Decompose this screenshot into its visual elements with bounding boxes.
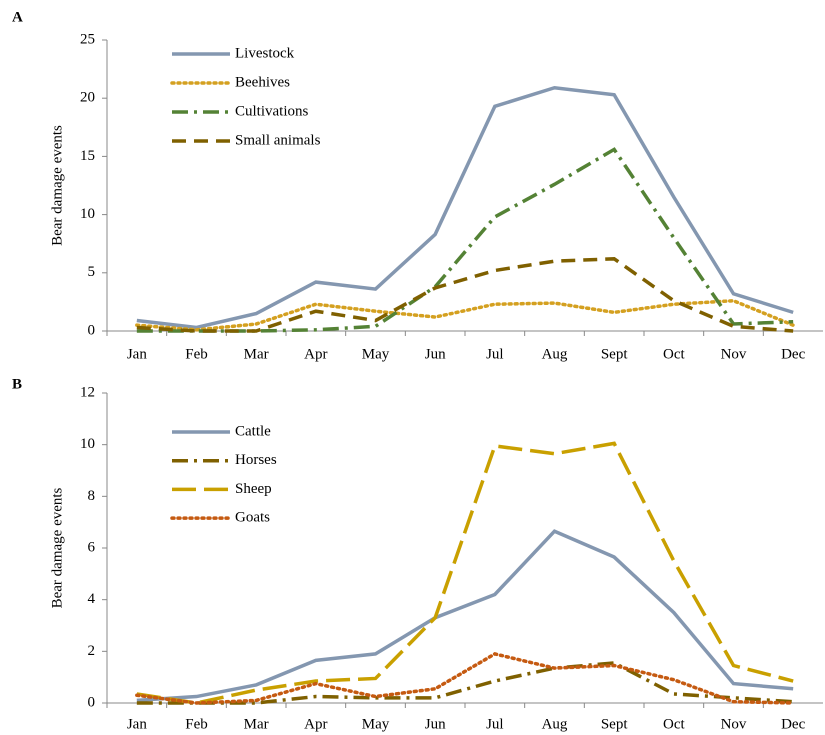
x-tick-label: Jun xyxy=(425,716,446,732)
x-tick-label: Mar xyxy=(244,346,269,362)
x-tick-label: Jan xyxy=(127,716,147,732)
x-tick-label: Apr xyxy=(304,346,327,362)
series-line xyxy=(136,85,794,330)
panel-label: B xyxy=(12,376,22,392)
legend-label: Sheep xyxy=(235,481,272,497)
y-tick-label: 5 xyxy=(88,264,96,280)
series-line xyxy=(135,298,795,332)
panel-label: A xyxy=(12,9,23,25)
legend-label: Beehives xyxy=(235,74,290,90)
x-tick-label: Jan xyxy=(127,346,147,362)
series-line xyxy=(136,529,794,703)
legend-label: Cattle xyxy=(235,423,271,439)
legend-label: Goats xyxy=(235,510,270,526)
y-tick-label: 20 xyxy=(80,90,95,106)
x-tick-label: Oct xyxy=(663,346,685,362)
y-tick-label: 2 xyxy=(88,643,96,659)
x-tick-label: Jul xyxy=(486,346,504,362)
y-tick-label: 6 xyxy=(88,539,96,555)
x-tick-label: Nov xyxy=(721,346,747,362)
x-tick-label: Sept xyxy=(601,346,629,362)
y-tick-label: 4 xyxy=(88,591,96,607)
series-line xyxy=(135,652,795,705)
legend-label: Horses xyxy=(235,452,277,468)
x-tick-label: Dec xyxy=(781,716,805,732)
x-tick-label: Dec xyxy=(781,346,805,362)
legend-label: Livestock xyxy=(235,45,295,61)
legend-label: Cultivations xyxy=(235,103,309,119)
y-axis-title: Bear damage events xyxy=(49,487,65,608)
x-tick-label: May xyxy=(362,346,390,362)
y-tick-label: 10 xyxy=(80,436,95,452)
y-tick-label: 15 xyxy=(80,148,95,164)
series-line xyxy=(136,257,794,333)
x-tick-label: Oct xyxy=(663,716,685,732)
x-tick-label: Apr xyxy=(304,716,327,732)
legend-label: Small animals xyxy=(235,132,321,148)
x-tick-label: Sept xyxy=(601,716,629,732)
y-axis-title: Bear damage events xyxy=(49,125,65,246)
x-tick-label: Aug xyxy=(542,346,568,362)
series-line xyxy=(136,147,794,333)
x-tick-label: Jul xyxy=(486,716,504,732)
x-tick-label: Aug xyxy=(542,716,568,732)
x-tick-label: May xyxy=(362,716,390,732)
y-tick-label: 0 xyxy=(88,322,96,338)
y-tick-label: 8 xyxy=(88,488,96,504)
series-line xyxy=(136,441,794,705)
x-tick-label: Mar xyxy=(244,716,269,732)
x-tick-label: Nov xyxy=(721,716,747,732)
x-tick-label: Feb xyxy=(185,716,208,732)
x-tick-label: Jun xyxy=(425,346,446,362)
x-tick-label: Feb xyxy=(185,346,208,362)
y-tick-label: 12 xyxy=(80,384,95,400)
y-tick-label: 25 xyxy=(80,31,95,47)
series-line xyxy=(136,661,794,705)
y-tick-label: 0 xyxy=(88,694,96,710)
y-tick-label: 10 xyxy=(80,206,95,222)
